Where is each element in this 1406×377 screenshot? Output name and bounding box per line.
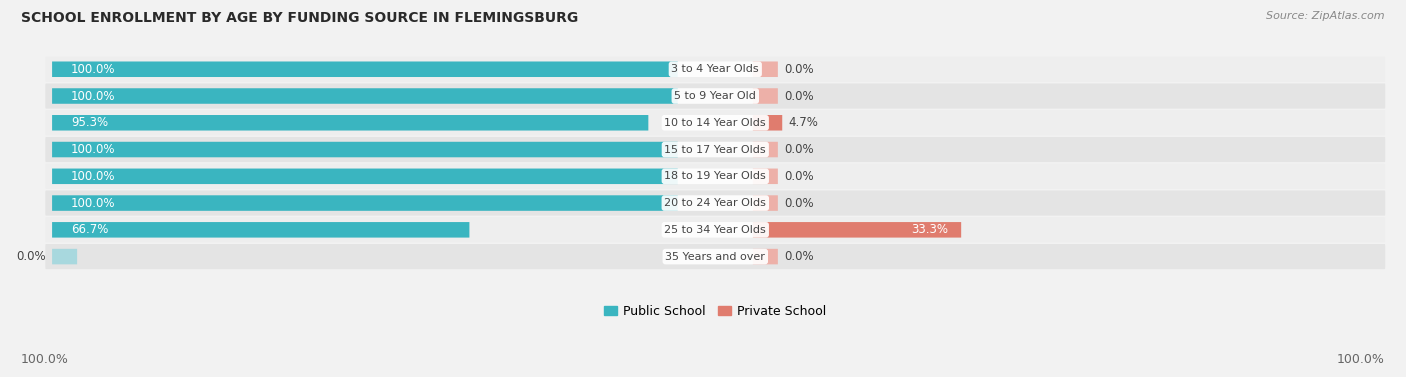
FancyBboxPatch shape: [52, 88, 678, 104]
Text: 0.0%: 0.0%: [785, 250, 814, 263]
FancyBboxPatch shape: [52, 222, 470, 238]
Legend: Public School, Private School: Public School, Private School: [599, 300, 831, 323]
FancyBboxPatch shape: [45, 57, 1385, 82]
FancyBboxPatch shape: [52, 142, 678, 157]
Text: 15 to 17 Year Olds: 15 to 17 Year Olds: [665, 144, 766, 155]
Text: Source: ZipAtlas.com: Source: ZipAtlas.com: [1267, 11, 1385, 21]
Text: 5 to 9 Year Old: 5 to 9 Year Old: [675, 91, 756, 101]
FancyBboxPatch shape: [752, 222, 962, 238]
FancyBboxPatch shape: [52, 115, 648, 130]
FancyBboxPatch shape: [752, 195, 778, 211]
Text: SCHOOL ENROLLMENT BY AGE BY FUNDING SOURCE IN FLEMINGSBURG: SCHOOL ENROLLMENT BY AGE BY FUNDING SOUR…: [21, 11, 578, 25]
Text: 0.0%: 0.0%: [785, 143, 814, 156]
Text: 100.0%: 100.0%: [70, 143, 115, 156]
Text: 0.0%: 0.0%: [785, 196, 814, 210]
Text: 66.7%: 66.7%: [70, 223, 108, 236]
Text: 3 to 4 Year Olds: 3 to 4 Year Olds: [672, 64, 759, 74]
FancyBboxPatch shape: [52, 61, 678, 77]
FancyBboxPatch shape: [52, 169, 678, 184]
FancyBboxPatch shape: [45, 110, 1385, 135]
FancyBboxPatch shape: [752, 142, 778, 157]
FancyBboxPatch shape: [752, 88, 778, 104]
Text: 100.0%: 100.0%: [70, 196, 115, 210]
Text: 0.0%: 0.0%: [17, 250, 46, 263]
Text: 100.0%: 100.0%: [21, 353, 69, 366]
FancyBboxPatch shape: [45, 190, 1385, 216]
FancyBboxPatch shape: [45, 164, 1385, 189]
Text: 0.0%: 0.0%: [785, 63, 814, 76]
FancyBboxPatch shape: [752, 169, 778, 184]
FancyBboxPatch shape: [52, 249, 77, 264]
FancyBboxPatch shape: [752, 115, 782, 130]
Text: 100.0%: 100.0%: [70, 89, 115, 103]
FancyBboxPatch shape: [45, 137, 1385, 162]
FancyBboxPatch shape: [52, 195, 678, 211]
Text: 0.0%: 0.0%: [785, 89, 814, 103]
Text: 0.0%: 0.0%: [785, 170, 814, 183]
Text: 4.7%: 4.7%: [789, 116, 818, 129]
Text: 10 to 14 Year Olds: 10 to 14 Year Olds: [665, 118, 766, 128]
FancyBboxPatch shape: [45, 83, 1385, 109]
FancyBboxPatch shape: [45, 217, 1385, 242]
Text: 20 to 24 Year Olds: 20 to 24 Year Olds: [665, 198, 766, 208]
FancyBboxPatch shape: [45, 244, 1385, 269]
FancyBboxPatch shape: [752, 61, 778, 77]
Text: 18 to 19 Year Olds: 18 to 19 Year Olds: [665, 171, 766, 181]
Text: 25 to 34 Year Olds: 25 to 34 Year Olds: [665, 225, 766, 235]
Text: 100.0%: 100.0%: [70, 170, 115, 183]
FancyBboxPatch shape: [752, 249, 778, 264]
Text: 33.3%: 33.3%: [911, 223, 949, 236]
Text: 95.3%: 95.3%: [70, 116, 108, 129]
Text: 35 Years and over: 35 Years and over: [665, 251, 765, 262]
Text: 100.0%: 100.0%: [1337, 353, 1385, 366]
Text: 100.0%: 100.0%: [70, 63, 115, 76]
